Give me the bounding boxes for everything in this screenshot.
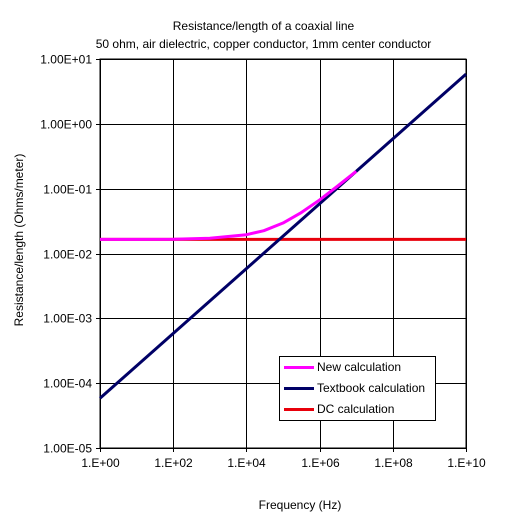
- legend-item-textbook: Textbook calculation: [284, 381, 425, 395]
- y-tick-label: 1.00E-04: [43, 377, 92, 391]
- legend-label-new: New calculation: [317, 360, 402, 374]
- series-textbook-calculation: [99, 72, 467, 400]
- legend: New calculation Textbook calculation DC …: [279, 356, 436, 421]
- x-tick-label: 1.E+00: [81, 456, 120, 470]
- chart-title: Resistance/length of a coaxial line: [172, 19, 355, 33]
- y-tick-label: 1.00E-05: [43, 442, 92, 456]
- legend-label-dc: DC calculation: [317, 402, 395, 416]
- legend-swatch-textbook: [284, 386, 314, 390]
- y-tick-label: 1.00E-02: [43, 248, 92, 262]
- axes: [96, 58, 467, 452]
- legend-item-new: New calculation: [284, 360, 401, 374]
- x-tick-label: 1.E+02: [154, 456, 193, 470]
- x-tick-label: 1.E+10: [447, 456, 486, 470]
- x-axis-label: Frequency (Hz): [258, 498, 342, 512]
- x-tick-label: 1.E+08: [374, 456, 413, 470]
- legend-swatch-new: [284, 365, 314, 369]
- y-tick-label: 1.00E-03: [43, 312, 92, 326]
- y-tick-label: 1.00E+01: [40, 53, 92, 67]
- series-new-calculation: [100, 170, 358, 241]
- x-tick-label: 1.E+04: [227, 456, 266, 470]
- y-tick-label: 1.00E+00: [40, 118, 92, 132]
- legend-label-textbook: Textbook calculation: [317, 381, 426, 395]
- plot-area-border: [99, 58, 467, 449]
- series-lines: [99, 72, 467, 400]
- chart-subtitle: 50 ohm, air dielectric, copper conductor…: [95, 37, 432, 51]
- legend-swatch-dc: [284, 407, 314, 411]
- x-tick-label: 1.E+06: [301, 456, 340, 470]
- legend-item-dc: DC calculation: [284, 402, 394, 416]
- y-tick-label: 1.00E-01: [43, 183, 92, 197]
- tick-labels: 1.E+00 1.E+02 1.E+04 1.E+06 1.E+08 1.E+10 1.00…: [40, 53, 486, 471]
